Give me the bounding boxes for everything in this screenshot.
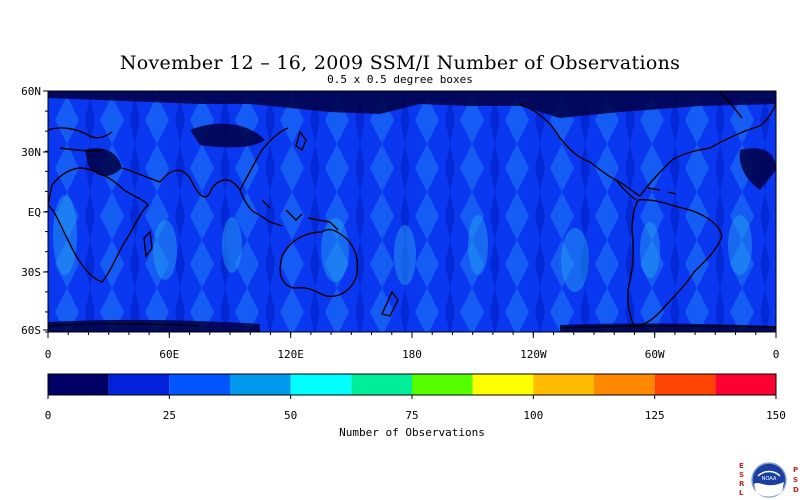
colorbar-swatch xyxy=(472,374,534,395)
colorbar-swatch xyxy=(108,374,170,395)
chart-subtitle: 0.5 x 0.5 degree boxes xyxy=(327,73,473,86)
observation-map xyxy=(48,91,776,332)
colorbar-swatch xyxy=(594,374,655,395)
land-masked-areas xyxy=(48,91,776,332)
colorbar xyxy=(47,373,777,396)
logo-letter-r: R xyxy=(739,480,745,488)
colorbar-tick-label: 0 xyxy=(45,409,52,422)
polar-outlines xyxy=(48,323,776,329)
x-tick-label: 60W xyxy=(645,348,665,361)
colorbar-tick-label: 75 xyxy=(405,409,418,422)
colorbar-swatch xyxy=(715,374,776,395)
y-tick-label: EQ xyxy=(28,206,41,219)
noaa-emblem-icon: NOAA xyxy=(751,462,787,498)
x-tick-label: 0 xyxy=(773,348,780,361)
y-tick-label: 30N xyxy=(21,146,41,159)
y-axis: 60N 30N EQ 30S 60S xyxy=(21,85,48,337)
colorbar-tick-label: 150 xyxy=(766,409,786,422)
noaa-emblem-text: NOAA xyxy=(762,476,777,482)
x-tick-label: 180 xyxy=(402,348,422,361)
x-tick-label: 60E xyxy=(159,348,179,361)
colorbar-swatch xyxy=(351,374,412,395)
logo-letter-l: L xyxy=(739,489,744,497)
x-axis: 0 60E 120E 180 120W 60W 0 xyxy=(45,332,780,361)
logo-letter-d: D xyxy=(793,486,799,494)
y-tick-label: 60S xyxy=(21,324,41,337)
colorbar-ticks: 0 25 50 75 100 125 150 xyxy=(45,395,786,422)
colorbar-swatch xyxy=(533,374,594,395)
y-tick-label: 60N xyxy=(21,85,41,98)
logo-letter-e: E xyxy=(739,462,744,470)
colorbar-label: Number of Observations xyxy=(339,426,485,439)
colorbar-swatch xyxy=(290,374,352,395)
y-tick-label: 30S xyxy=(21,266,41,279)
colorbar-tick-label: 100 xyxy=(523,409,543,422)
colorbar-swatch xyxy=(412,374,473,395)
coastlines xyxy=(48,91,776,327)
x-tick-label: 120W xyxy=(520,348,547,361)
logo-letter-s2: S xyxy=(793,476,798,484)
bright-swath-bands xyxy=(53,195,752,292)
noaa-esrl-psd-logo: E S R L P S D NOAA xyxy=(739,462,799,498)
colorbar-tick-label: 50 xyxy=(284,409,297,422)
colorbar-swatch xyxy=(654,374,716,395)
colorbar-swatch xyxy=(169,374,230,395)
logo-letter-p: P xyxy=(793,466,798,474)
colorbar-tick-label: 25 xyxy=(163,409,176,422)
logo-letter-s: S xyxy=(739,471,744,479)
chart-title: November 12 – 16, 2009 SSM/I Number of O… xyxy=(119,52,681,74)
x-tick-label: 120E xyxy=(277,348,304,361)
colorbar-swatch xyxy=(48,374,109,395)
x-tick-label: 0 xyxy=(45,348,52,361)
colorbar-swatch xyxy=(230,374,291,395)
colorbar-tick-label: 125 xyxy=(645,409,665,422)
